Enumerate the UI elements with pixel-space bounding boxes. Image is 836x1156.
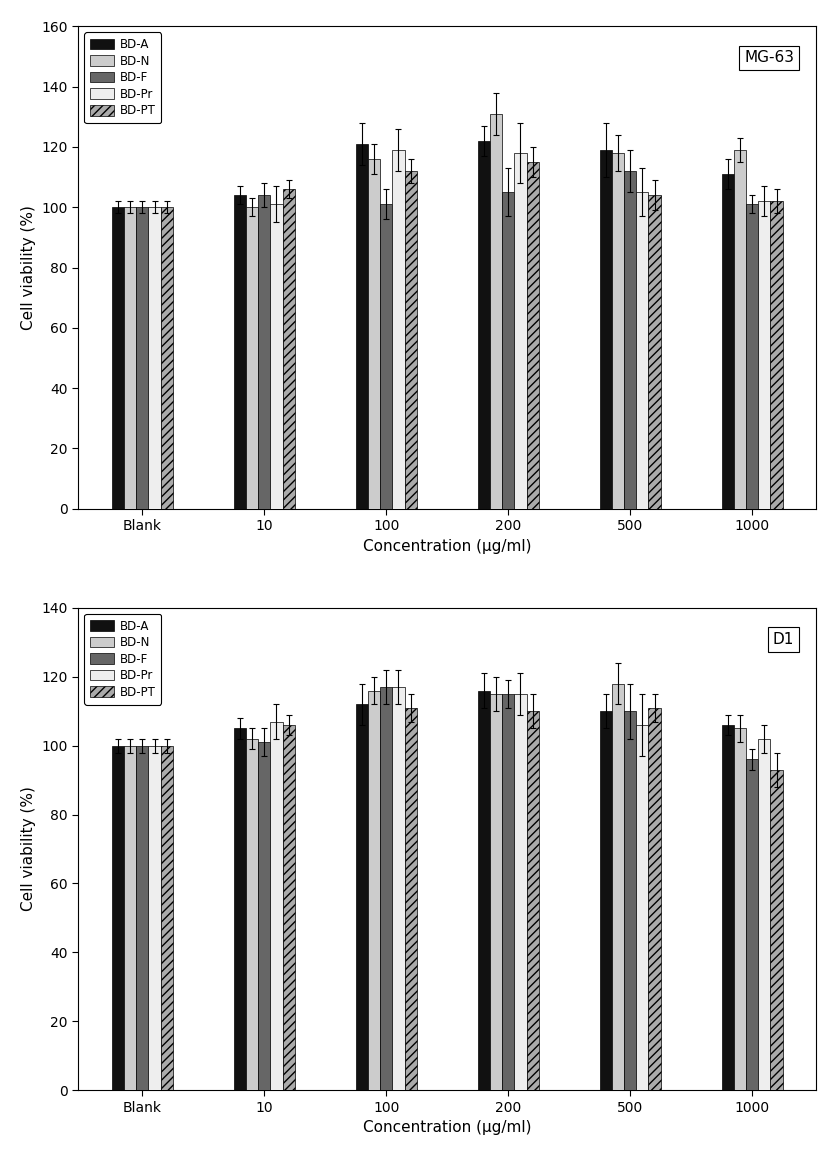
- Bar: [161, 207, 172, 509]
- Bar: [502, 694, 513, 1090]
- Bar: [721, 725, 733, 1090]
- Bar: [769, 201, 782, 509]
- Bar: [380, 687, 392, 1090]
- Legend: BD-A, BD-N, BD-F, BD-Pr, BD-PT: BD-A, BD-N, BD-F, BD-Pr, BD-PT: [84, 614, 161, 705]
- Bar: [283, 190, 294, 509]
- Bar: [745, 759, 757, 1090]
- Bar: [526, 711, 538, 1090]
- Bar: [233, 195, 246, 509]
- Bar: [233, 728, 246, 1090]
- Bar: [611, 153, 624, 509]
- Bar: [635, 725, 648, 1090]
- Bar: [257, 195, 270, 509]
- Bar: [124, 207, 136, 509]
- Bar: [733, 728, 745, 1090]
- Bar: [526, 162, 538, 509]
- Bar: [136, 746, 148, 1090]
- Bar: [721, 175, 733, 509]
- Bar: [392, 150, 404, 509]
- Bar: [355, 143, 368, 509]
- X-axis label: Concentration (μg/ml): Concentration (μg/ml): [363, 539, 531, 554]
- Y-axis label: Cell viability (%): Cell viability (%): [21, 786, 36, 911]
- Bar: [392, 687, 404, 1090]
- Bar: [404, 707, 416, 1090]
- Bar: [635, 192, 648, 509]
- Bar: [283, 725, 294, 1090]
- Bar: [599, 150, 611, 509]
- Bar: [380, 205, 392, 509]
- Bar: [489, 113, 502, 509]
- Bar: [513, 153, 526, 509]
- Bar: [355, 704, 368, 1090]
- Bar: [502, 192, 513, 509]
- Bar: [136, 207, 148, 509]
- Text: MG-63: MG-63: [743, 51, 793, 66]
- Bar: [757, 739, 769, 1090]
- Bar: [648, 707, 660, 1090]
- Bar: [368, 160, 380, 509]
- Bar: [599, 711, 611, 1090]
- Bar: [124, 746, 136, 1090]
- Bar: [148, 207, 161, 509]
- Bar: [611, 683, 624, 1090]
- Bar: [246, 207, 257, 509]
- X-axis label: Concentration (μg/ml): Concentration (μg/ml): [363, 1120, 531, 1135]
- Bar: [624, 711, 635, 1090]
- Bar: [112, 746, 124, 1090]
- Bar: [733, 150, 745, 509]
- Bar: [161, 746, 172, 1090]
- Bar: [513, 694, 526, 1090]
- Text: D1: D1: [772, 632, 793, 647]
- Bar: [757, 201, 769, 509]
- Bar: [404, 171, 416, 509]
- Bar: [246, 739, 257, 1090]
- Legend: BD-A, BD-N, BD-F, BD-Pr, BD-PT: BD-A, BD-N, BD-F, BD-Pr, BD-PT: [84, 32, 161, 124]
- Bar: [270, 205, 283, 509]
- Bar: [745, 205, 757, 509]
- Bar: [489, 694, 502, 1090]
- Bar: [769, 770, 782, 1090]
- Bar: [648, 195, 660, 509]
- Bar: [148, 746, 161, 1090]
- Bar: [112, 207, 124, 509]
- Bar: [477, 690, 489, 1090]
- Bar: [368, 690, 380, 1090]
- Y-axis label: Cell viability (%): Cell viability (%): [21, 205, 36, 329]
- Bar: [257, 742, 270, 1090]
- Bar: [477, 141, 489, 509]
- Bar: [270, 721, 283, 1090]
- Bar: [624, 171, 635, 509]
